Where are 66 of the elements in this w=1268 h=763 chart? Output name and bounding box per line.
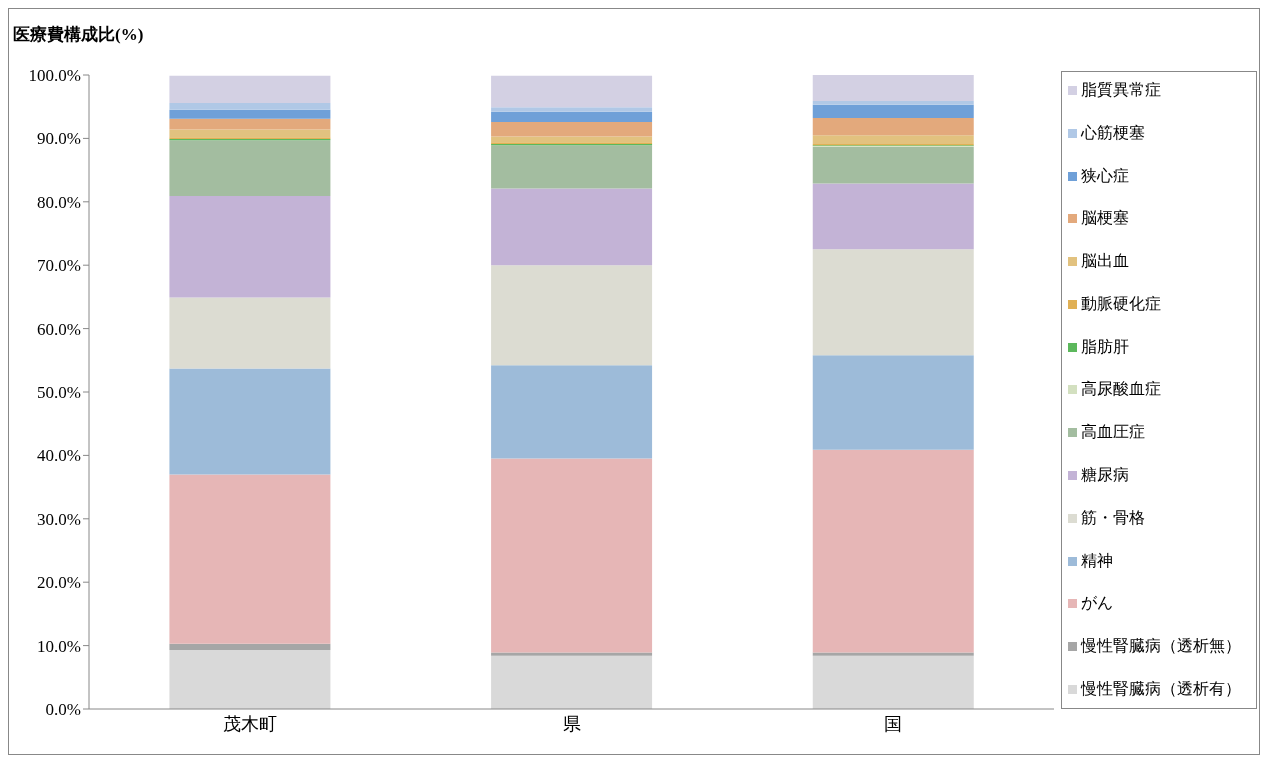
bar (169, 75, 331, 103)
y-tick-label: 60.0% (37, 319, 81, 339)
legend-label: 慢性腎臓病（透析無） (1081, 636, 1241, 657)
legend-label: 筋・骨格 (1081, 507, 1145, 528)
bar (491, 265, 653, 366)
legend-label: 動脈硬化症 (1081, 293, 1161, 314)
bar (491, 655, 653, 709)
bar (812, 118, 974, 136)
bar (169, 196, 331, 298)
legend-label: 精神 (1081, 550, 1113, 571)
legend-label: 脳梗塞 (1081, 208, 1129, 229)
bar (812, 146, 974, 184)
bar (812, 652, 974, 656)
bar (491, 652, 653, 656)
bar (169, 474, 331, 644)
bar (169, 643, 331, 651)
bar (491, 365, 653, 459)
legend-label: 心筋梗塞 (1081, 122, 1145, 143)
bar (169, 102, 331, 110)
chart-title: 医療費構成比(%) (13, 24, 144, 46)
legend-label: 狭心症 (1081, 165, 1129, 186)
bar (812, 355, 974, 450)
bar (169, 118, 331, 130)
bar (169, 109, 331, 119)
y-tick-label: 80.0% (37, 192, 81, 212)
x-tick-label: 茂木町 (222, 713, 277, 734)
y-tick-label: 10.0% (37, 636, 81, 656)
bar (169, 129, 331, 138)
y-tick-label: 100.0% (28, 66, 81, 86)
x-tick-label: 県 (562, 713, 581, 734)
legend-label: 脂肪肝 (1081, 336, 1129, 357)
bar (812, 249, 974, 356)
legend-label: 高血圧症 (1081, 422, 1145, 443)
bar (491, 107, 653, 112)
bar (812, 104, 974, 119)
bar (491, 136, 653, 143)
bar (169, 140, 331, 197)
y-tick-label: 70.0% (37, 256, 81, 276)
legend-label: 脳出血 (1081, 251, 1129, 272)
legend-label: 糖尿病 (1081, 465, 1129, 486)
y-tick-label: 50.0% (37, 383, 81, 403)
legend-label: がん (1081, 593, 1113, 614)
bar (812, 655, 974, 709)
legend-label: 慢性腎臓病（透析有） (1081, 678, 1241, 699)
y-tick-label: 0.0% (45, 700, 81, 720)
y-tick-label: 40.0% (37, 446, 81, 466)
y-tick-label: 90.0% (37, 129, 81, 149)
legend-label: 高尿酸血症 (1081, 379, 1161, 400)
bar (169, 650, 331, 709)
bar (491, 111, 653, 122)
y-tick-label: 30.0% (37, 509, 81, 529)
bar (812, 75, 974, 101)
bar (812, 135, 974, 145)
y-tick-label: 20.0% (37, 573, 81, 593)
bar (812, 449, 974, 653)
bar (169, 368, 331, 475)
bar (169, 297, 331, 369)
bar (491, 145, 653, 189)
x-tick-label: 国 (884, 713, 903, 734)
bar (491, 458, 653, 653)
bar (812, 100, 974, 105)
legend-label: 脂質異常症 (1081, 80, 1161, 100)
bar (491, 188, 653, 266)
bar (491, 75, 653, 108)
bar (812, 183, 974, 250)
bar (491, 121, 653, 137)
